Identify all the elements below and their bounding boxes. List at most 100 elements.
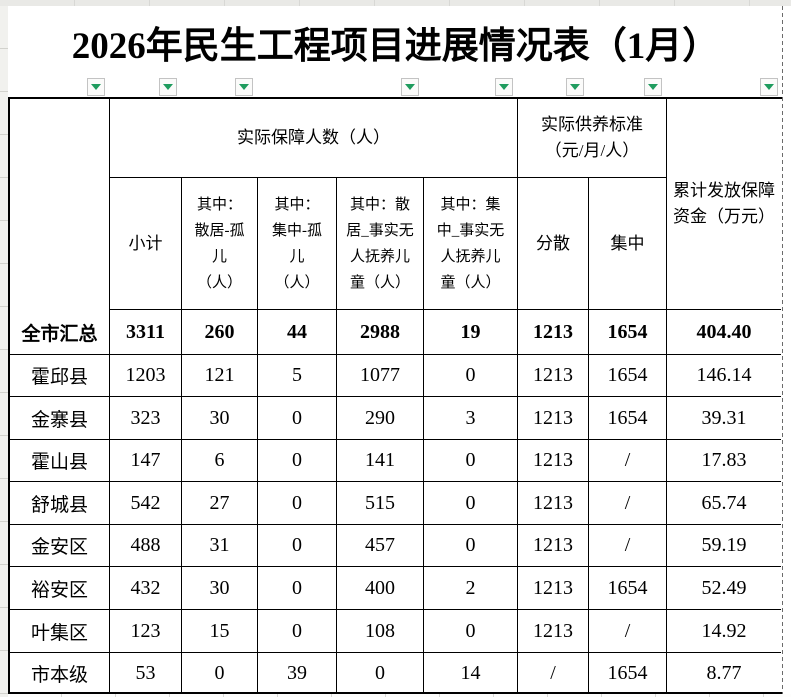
region-cell[interactable]: 市本级	[10, 653, 110, 694]
value-cell[interactable]: 147	[110, 440, 182, 482]
value-cell[interactable]: 31	[182, 525, 258, 567]
value-cell[interactable]: 457	[337, 525, 424, 567]
value-cell[interactable]: 44	[258, 310, 337, 355]
value-cell[interactable]: 0	[424, 440, 518, 482]
group-header-people[interactable]: 实际保障人数（人）	[110, 99, 518, 178]
value-cell[interactable]: 0	[182, 653, 258, 694]
value-cell[interactable]: 19	[424, 310, 518, 355]
value-cell[interactable]: 1654	[589, 567, 667, 610]
value-cell[interactable]: 1213	[518, 397, 589, 440]
sub-header-subtotal[interactable]: 小计	[110, 178, 182, 310]
value-cell[interactable]: 404.40	[667, 310, 781, 355]
value-cell[interactable]: 1213	[518, 482, 589, 525]
region-cell[interactable]: 裕安区	[10, 567, 110, 610]
group-header-standard[interactable]: 实际供养标准 （元/月/人）	[518, 99, 667, 178]
value-cell[interactable]: 14	[424, 653, 518, 694]
region-cell[interactable]: 金寨县	[10, 397, 110, 440]
value-cell[interactable]: 1213	[518, 567, 589, 610]
value-cell[interactable]: 59.19	[667, 525, 781, 567]
value-cell[interactable]: 17.83	[667, 440, 781, 482]
region-cell[interactable]: 金安区	[10, 525, 110, 567]
sub-header-scattered-defacto[interactable]: 其中：散 居_事实无 人抚养儿 童（人）	[337, 178, 424, 310]
sub-header-centralized-orphans[interactable]: 其中： 集中-孤 儿 （人）	[258, 178, 337, 310]
value-cell[interactable]: /	[589, 440, 667, 482]
region-cell[interactable]: 叶集区	[10, 610, 110, 653]
value-cell[interactable]: 1213	[518, 440, 589, 482]
filter-dropdown-button-scattered-orphans[interactable]	[235, 78, 253, 96]
value-cell[interactable]: 488	[110, 525, 182, 567]
value-cell[interactable]: 30	[182, 567, 258, 610]
value-cell[interactable]: 323	[110, 397, 182, 440]
value-cell[interactable]: 0	[337, 653, 424, 694]
value-cell[interactable]: 3311	[110, 310, 182, 355]
value-cell[interactable]: 1203	[110, 355, 182, 397]
value-cell[interactable]: 2	[424, 567, 518, 610]
region-header-cell[interactable]	[10, 99, 110, 310]
filter-dropdown-button-region[interactable]	[87, 78, 105, 96]
value-cell[interactable]: 0	[424, 355, 518, 397]
value-cell[interactable]: 400	[337, 567, 424, 610]
filter-dropdown-button-funds[interactable]	[760, 78, 778, 96]
value-cell[interactable]: 39.31	[667, 397, 781, 440]
value-cell[interactable]: 141	[337, 440, 424, 482]
value-cell[interactable]: 432	[110, 567, 182, 610]
value-cell[interactable]: 123	[110, 610, 182, 653]
value-cell[interactable]: 1213	[518, 355, 589, 397]
value-cell[interactable]: /	[589, 525, 667, 567]
group-header-funds[interactable]: 累计发放保障 资金（万元）	[667, 99, 781, 310]
value-cell[interactable]: 65.74	[667, 482, 781, 525]
sub-header-scattered-orphans[interactable]: 其中： 散居-孤 儿 （人）	[182, 178, 258, 310]
region-cell[interactable]: 霍邱县	[10, 355, 110, 397]
value-cell[interactable]: 0	[258, 397, 337, 440]
value-cell[interactable]: 1077	[337, 355, 424, 397]
filter-dropdown-button-standard-scattered[interactable]	[566, 78, 584, 96]
value-cell[interactable]: 0	[424, 482, 518, 525]
region-cell[interactable]: 霍山县	[10, 440, 110, 482]
value-cell[interactable]: 1213	[518, 610, 589, 653]
filter-dropdown-button-standard-centralized[interactable]	[644, 78, 662, 96]
sub-header-centralized-standard[interactable]: 集中	[589, 178, 667, 310]
value-cell[interactable]: 1654	[589, 653, 667, 694]
value-cell[interactable]: 5	[258, 355, 337, 397]
value-cell[interactable]: 2988	[337, 310, 424, 355]
sub-header-centralized-defacto[interactable]: 其中：集 中_事实无 人抚养儿 童（人）	[424, 178, 518, 310]
value-cell[interactable]: 1654	[589, 397, 667, 440]
value-cell[interactable]: 30	[182, 397, 258, 440]
value-cell[interactable]: 1654	[589, 355, 667, 397]
value-cell[interactable]: 53	[110, 653, 182, 694]
filter-dropdown-button-scattered-defacto-children[interactable]	[401, 78, 419, 96]
value-cell[interactable]: 1654	[589, 310, 667, 355]
value-cell[interactable]: 290	[337, 397, 424, 440]
value-cell[interactable]: /	[589, 482, 667, 525]
value-cell[interactable]: 108	[337, 610, 424, 653]
value-cell[interactable]: 0	[258, 610, 337, 653]
value-cell[interactable]: 0	[258, 525, 337, 567]
value-cell[interactable]: 1213	[518, 310, 589, 355]
value-cell[interactable]: 0	[258, 567, 337, 610]
value-cell[interactable]: 515	[337, 482, 424, 525]
value-cell[interactable]: 146.14	[667, 355, 781, 397]
filter-dropdown-button-subtotal[interactable]	[159, 78, 177, 96]
value-cell[interactable]: 260	[182, 310, 258, 355]
value-cell[interactable]: 8.77	[706, 662, 742, 684]
value-cell[interactable]: 3	[424, 397, 518, 440]
value-cell[interactable]: 27	[182, 482, 258, 525]
value-cell[interactable]: 0	[258, 440, 337, 482]
value-cell[interactable]: 0	[424, 525, 518, 567]
value-cell[interactable]: /	[518, 653, 589, 694]
value-cell[interactable]: 0	[258, 482, 337, 525]
value-cell[interactable]: /	[589, 610, 667, 653]
sub-header-scattered-standard[interactable]: 分散	[518, 178, 589, 310]
region-cell[interactable]: 全市汇总	[10, 310, 110, 355]
region-cell[interactable]: 舒城县	[10, 482, 110, 525]
filter-dropdown-button-centralized-defacto-children[interactable]	[495, 78, 513, 96]
value-cell[interactable]: 0	[424, 610, 518, 653]
value-cell[interactable]: 6	[182, 440, 258, 482]
value-cell[interactable]: 52.49	[667, 567, 781, 610]
value-cell[interactable]: 542	[110, 482, 182, 525]
value-cell[interactable]: 15	[182, 610, 258, 653]
value-cell[interactable]: 121	[182, 355, 258, 397]
value-cell[interactable]: 39	[258, 653, 337, 694]
value-cell[interactable]: 14.92	[667, 610, 781, 653]
value-cell[interactable]: 1213	[518, 525, 589, 567]
